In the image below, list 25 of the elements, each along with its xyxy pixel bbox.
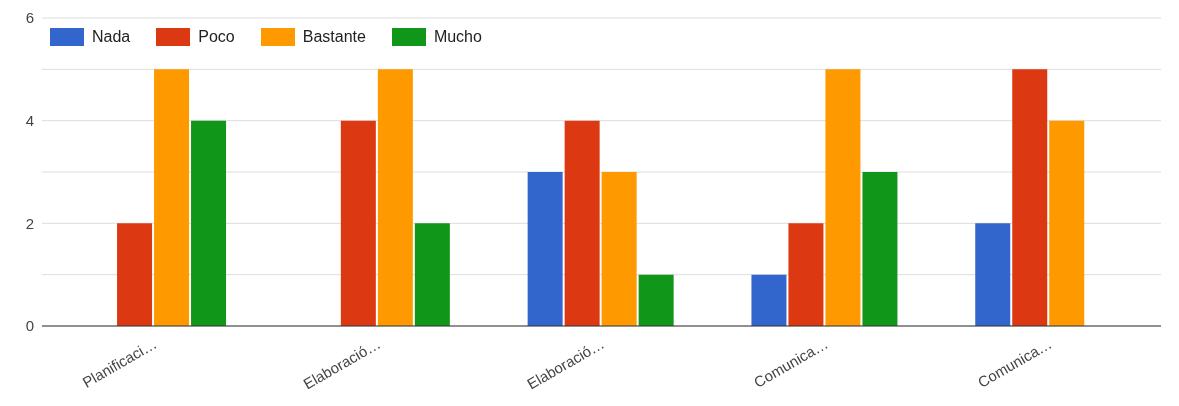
y-tick-label: 2 xyxy=(25,214,34,232)
legend-label: Bastante xyxy=(302,28,366,46)
bar xyxy=(564,120,600,326)
bar xyxy=(117,223,153,326)
bar xyxy=(825,69,861,326)
bar xyxy=(638,274,674,326)
y-tick-label: 0 xyxy=(25,317,34,335)
y-tick-label: 6 xyxy=(25,9,34,27)
bar xyxy=(527,172,563,326)
legend-label: Poco xyxy=(198,28,235,46)
bar xyxy=(751,274,787,326)
legend-label: Mucho xyxy=(433,28,482,46)
bar xyxy=(1012,69,1048,326)
y-tick-label: 4 xyxy=(25,111,34,129)
bar xyxy=(191,120,227,326)
bar xyxy=(601,172,637,326)
bar xyxy=(975,223,1011,326)
bar xyxy=(862,172,898,326)
bar xyxy=(788,223,824,326)
bar xyxy=(154,69,190,326)
bar xyxy=(1049,120,1085,326)
bar xyxy=(340,120,376,326)
legend-label: Nada xyxy=(92,28,131,46)
bar xyxy=(377,69,413,326)
bar xyxy=(414,223,450,326)
